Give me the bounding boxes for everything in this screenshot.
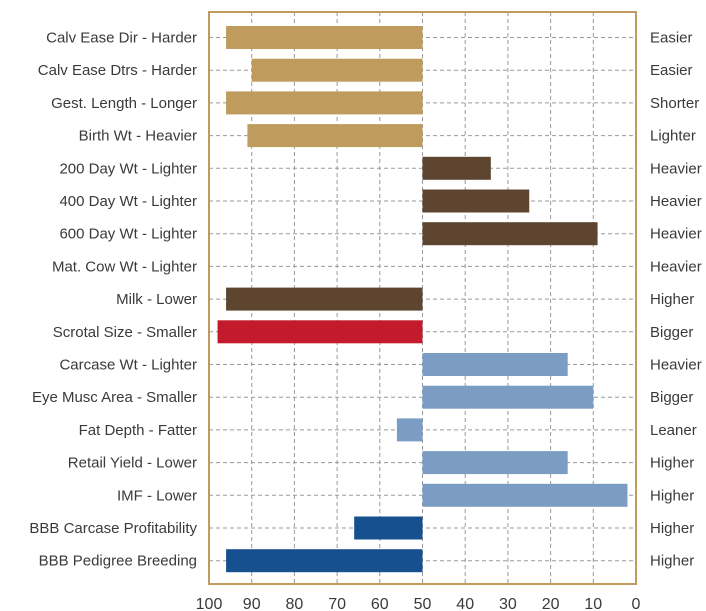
row-label-left: Carcase Wt - Lighter bbox=[59, 357, 197, 374]
row-label-left: Milk - Lower bbox=[116, 291, 197, 308]
bar-600-day-wt-lighter bbox=[422, 222, 598, 246]
row-label-left: 200 Day Wt - Lighter bbox=[59, 160, 197, 177]
row-label-right: Heavier bbox=[650, 357, 702, 374]
bar-calv-ease-dir-harder bbox=[226, 26, 423, 49]
x-tick-label: 90 bbox=[243, 596, 261, 611]
x-tick-label: 70 bbox=[328, 596, 346, 611]
row-label-left: Calv Ease Dtrs - Harder bbox=[38, 62, 197, 79]
row-label-left: BBB Pedigree Breeding bbox=[39, 553, 197, 570]
row-label-right: Easier bbox=[650, 30, 693, 47]
row-label-left: IMF - Lower bbox=[117, 487, 197, 504]
bar-carcase-wt-lighter bbox=[422, 353, 568, 376]
row-label-right: Heavier bbox=[650, 258, 702, 275]
x-tick-label: 0 bbox=[632, 596, 641, 611]
x-tick-label: 60 bbox=[371, 596, 389, 611]
row-label-left: BBB Carcase Profitability bbox=[29, 520, 197, 537]
row-label-left: Mat. Cow Wt - Lighter bbox=[52, 258, 197, 275]
row-label-right: Heavier bbox=[650, 226, 702, 243]
row-label-left: Fat Depth - Fatter bbox=[79, 422, 197, 439]
left-labels: Calv Ease Dir - Harder Calv Ease Dtrs - H… bbox=[29, 30, 197, 570]
row-label-right: Lighter bbox=[650, 128, 696, 145]
bar-scrotal-size-smaller bbox=[217, 320, 423, 344]
row-label-right: Bigger bbox=[650, 389, 693, 406]
bar-calv-ease-dtrs-harder bbox=[251, 58, 423, 82]
bars bbox=[217, 26, 628, 573]
row-label-right: Higher bbox=[650, 455, 694, 472]
row-label-right: Higher bbox=[650, 520, 694, 537]
row-label-right: Bigger bbox=[650, 324, 693, 341]
bar-birth-wt-heavier bbox=[247, 124, 423, 148]
x-tick-label: 100 bbox=[196, 596, 223, 611]
row-label-left: Eye Musc Area - Smaller bbox=[32, 389, 197, 406]
bar-bbb-carcase-profitability bbox=[354, 516, 423, 540]
bar-gest-length-longer bbox=[226, 91, 423, 115]
row-label-left: 600 Day Wt - Lighter bbox=[59, 226, 197, 243]
row-label-left: Birth Wt - Heavier bbox=[79, 128, 197, 145]
row-label-right: Easier bbox=[650, 62, 693, 79]
row-label-right: Heavier bbox=[650, 193, 702, 210]
row-label-right: Leaner bbox=[650, 422, 697, 439]
x-tick-label: 30 bbox=[499, 596, 517, 611]
row-label-right: Higher bbox=[650, 291, 694, 308]
bar-fat-depth-fatter bbox=[396, 418, 423, 442]
x-tick-label: 20 bbox=[542, 596, 560, 611]
x-tick-label: 40 bbox=[456, 596, 474, 611]
x-axis-ticks: 100 90 80 70 60 50 40 30 20 10 0 bbox=[196, 596, 641, 611]
row-label-left: Gest. Length - Longer bbox=[51, 95, 197, 112]
bar-retail-yield-lower bbox=[422, 451, 568, 475]
bar-milk-lower bbox=[226, 287, 423, 311]
row-label-right: Higher bbox=[650, 487, 694, 504]
bar-imf-lower bbox=[422, 483, 628, 507]
x-tick-label: 80 bbox=[286, 596, 304, 611]
bar-bbb-pedigree-breeding bbox=[226, 549, 423, 573]
row-label-left: Calv Ease Dir - Harder bbox=[46, 30, 197, 47]
row-label-right: Shorter bbox=[650, 95, 699, 112]
bar-200-day-wt-lighter bbox=[422, 156, 491, 180]
row-label-right: Higher bbox=[650, 553, 694, 570]
plot-frame bbox=[208, 11, 637, 585]
row-label-left: 400 Day Wt - Lighter bbox=[59, 193, 197, 210]
x-tick-label: 10 bbox=[584, 596, 602, 611]
x-tick-label: 50 bbox=[414, 596, 432, 611]
row-label-left: Scrotal Size - Smaller bbox=[53, 324, 197, 341]
bar-400-day-wt-lighter bbox=[422, 189, 530, 213]
right-labels: Easier Easier Shorter Lighter Heavier Heavier… bbox=[650, 30, 702, 570]
bar-eye-musc-area-smaller bbox=[422, 385, 594, 409]
row-label-right: Heavier bbox=[650, 160, 702, 177]
row-label-left: Retail Yield - Lower bbox=[68, 455, 197, 472]
